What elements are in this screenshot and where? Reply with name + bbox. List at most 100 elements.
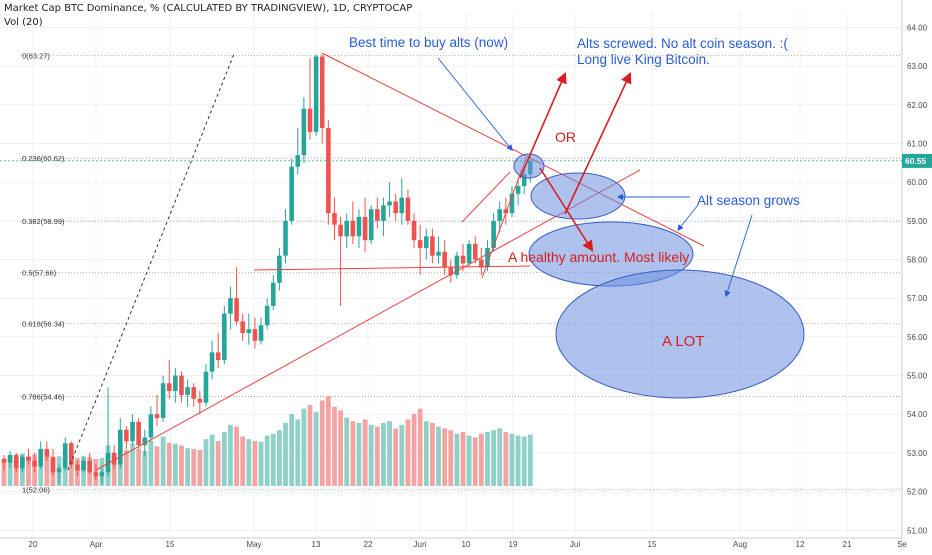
volume-bar bbox=[411, 414, 417, 486]
volume-bar bbox=[423, 421, 429, 486]
current-price-tag bbox=[902, 153, 932, 168]
y-tick-label: 55.00 bbox=[907, 372, 928, 381]
candle-body bbox=[228, 298, 233, 314]
wedge-upper-line bbox=[461, 171, 511, 223]
volume-label: Vol (20) bbox=[4, 17, 43, 28]
volume-bar bbox=[130, 443, 135, 486]
volume-bar bbox=[381, 423, 386, 486]
candle-body bbox=[32, 460, 37, 467]
candle-body bbox=[142, 437, 148, 446]
candle-body bbox=[313, 56, 319, 132]
fib-level-label: 0.236(60.62) bbox=[22, 154, 65, 163]
volume-bar bbox=[478, 433, 484, 486]
annotation-alts-screwed-1: Alts screwed. No alt coin season. :( bbox=[577, 36, 788, 51]
volume-bar bbox=[527, 434, 533, 486]
volume-bar bbox=[491, 430, 496, 486]
dashed-projection-line bbox=[67, 53, 235, 471]
volume-bar bbox=[246, 439, 252, 486]
candle-body bbox=[215, 352, 221, 361]
candle-body bbox=[26, 456, 31, 461]
candle-body bbox=[173, 375, 178, 392]
volume-bar bbox=[301, 408, 307, 486]
candle-body bbox=[307, 108, 313, 132]
volume-bar bbox=[503, 432, 509, 486]
candle-body bbox=[368, 209, 374, 241]
volume-bar bbox=[466, 435, 472, 486]
candle-body bbox=[209, 352, 215, 372]
y-tick-label: 52.00 bbox=[907, 488, 928, 497]
x-tick-label: 20 bbox=[29, 540, 38, 549]
y-tick-label: 58.00 bbox=[907, 256, 928, 265]
volume-bar bbox=[485, 432, 490, 486]
candle-body bbox=[124, 429, 129, 442]
candle-body bbox=[485, 247, 490, 268]
volume-bar bbox=[472, 437, 478, 486]
candle-body bbox=[1, 458, 7, 463]
candle-body bbox=[105, 452, 111, 473]
candle-body bbox=[87, 460, 92, 473]
x-tick-label: 15 bbox=[648, 540, 657, 549]
volume-bar bbox=[209, 434, 215, 486]
candle-body bbox=[148, 414, 154, 438]
fib-level-label: 0(63.27) bbox=[22, 52, 50, 61]
annotation-healthy: A healthy amount. Most likely bbox=[508, 249, 689, 265]
candle-body bbox=[179, 375, 184, 395]
candle-body bbox=[356, 216, 362, 237]
volume-bar bbox=[111, 452, 117, 486]
candle-body bbox=[350, 220, 356, 237]
candle-body bbox=[362, 216, 368, 241]
candle-body bbox=[13, 454, 19, 469]
candle-body bbox=[301, 108, 307, 156]
volume-header: Vol (20) bbox=[4, 17, 43, 28]
candle-body bbox=[7, 454, 13, 463]
volume-bar bbox=[405, 419, 411, 486]
y-tick-label: 56.00 bbox=[907, 333, 928, 342]
alt-season-ellipse bbox=[530, 172, 626, 220]
volume-bar bbox=[166, 442, 172, 486]
y-tick-label: 62.00 bbox=[907, 101, 928, 110]
volume-bar bbox=[497, 428, 503, 486]
annotation-alts-screwed-2: Long live King Bitcoin. bbox=[577, 52, 710, 67]
x-tick-label: Aug bbox=[733, 540, 747, 549]
candle-body bbox=[417, 240, 423, 248]
candle-body bbox=[44, 449, 50, 457]
falling-resistance-line bbox=[321, 52, 705, 247]
candle-body bbox=[509, 193, 515, 214]
volume-bar bbox=[185, 448, 190, 486]
volume-bar bbox=[515, 435, 521, 486]
volume-bar bbox=[240, 436, 246, 486]
volume-bar bbox=[221, 432, 227, 486]
candle-body bbox=[222, 313, 227, 361]
candle-body bbox=[130, 421, 135, 442]
candle-body bbox=[332, 213, 337, 225]
rising-support-line bbox=[95, 169, 641, 471]
volume-bar bbox=[436, 426, 441, 486]
volume-bar bbox=[325, 396, 331, 486]
candle-body bbox=[442, 251, 447, 268]
volume-bar bbox=[252, 441, 258, 486]
y-tick-label: 59.00 bbox=[907, 217, 928, 226]
volume-bar bbox=[234, 426, 239, 486]
volume-bar bbox=[509, 433, 515, 486]
y-tick-label: 61.00 bbox=[907, 140, 928, 149]
symbol-title: Market Cap BTC Dominance, % (CALCULATED … bbox=[4, 3, 327, 14]
volume-bar bbox=[44, 455, 50, 486]
candle-body bbox=[387, 201, 392, 206]
candle-body bbox=[338, 224, 343, 237]
y-tick-label: 57.00 bbox=[907, 294, 928, 303]
candle-body bbox=[234, 298, 239, 322]
volume-bar bbox=[387, 421, 392, 486]
annotation-alt-season: Alt season grows bbox=[697, 193, 800, 208]
volume-bar bbox=[264, 435, 270, 486]
volume-bar bbox=[142, 450, 148, 486]
fib-level-label: 1(52.06) bbox=[22, 485, 50, 494]
volume-bar bbox=[368, 424, 374, 486]
candle-body bbox=[319, 56, 325, 129]
volume-bar bbox=[289, 414, 295, 486]
fib-level-label: 0.786(54.46) bbox=[22, 392, 65, 401]
candle-body bbox=[197, 398, 203, 403]
interval-label: 1D bbox=[332, 3, 347, 14]
volume-bar bbox=[26, 456, 31, 486]
